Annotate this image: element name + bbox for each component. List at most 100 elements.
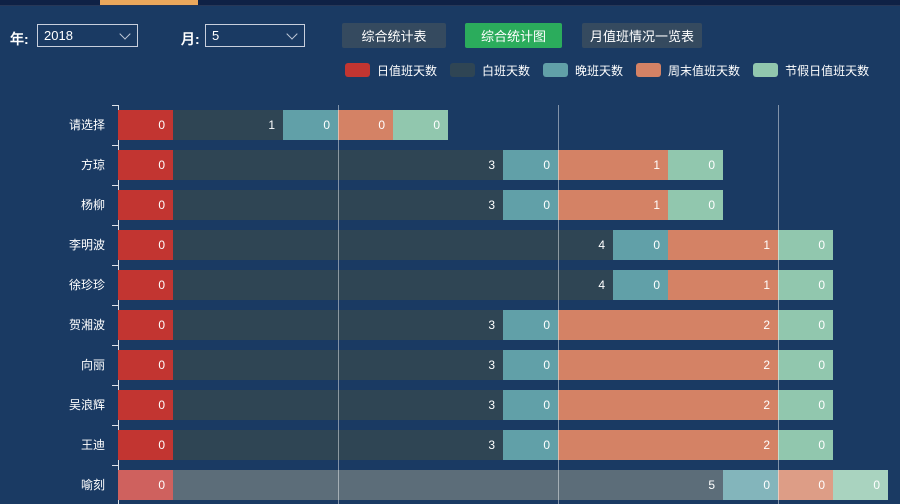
bar-segment[interactable]: 0	[503, 350, 558, 380]
bar-segment-value: 3	[488, 198, 495, 212]
bar-segment[interactable]: 0	[118, 350, 173, 380]
bar-segment[interactable]: 1	[558, 150, 668, 180]
bar-segment[interactable]: 0	[283, 110, 338, 140]
bar-segment[interactable]: 1	[668, 230, 778, 260]
bar-stack: 0 3 0 1 0	[118, 150, 723, 180]
bar-segment[interactable]: 0	[338, 110, 393, 140]
bar-segment-value: 0	[158, 318, 165, 332]
bar-stack: 0 3 0 1 0	[118, 190, 723, 220]
bar-segment-value: 0	[543, 398, 550, 412]
bar-segment[interactable]: 0	[778, 230, 833, 260]
bar-stack: 0 3 0 2 0	[118, 350, 833, 380]
bar-segment-value: 0	[763, 478, 770, 492]
bar-segment[interactable]: 0	[613, 230, 668, 260]
bar-segment[interactable]: 2	[558, 350, 778, 380]
chart-row: 方琼 0 3 0 1 0	[0, 150, 900, 180]
month-select-value: 5	[212, 28, 220, 43]
bar-segment[interactable]: 0	[118, 430, 173, 460]
bar-segment-value: 1	[653, 158, 660, 172]
bar-segment[interactable]: 0	[503, 190, 558, 220]
bar-segment[interactable]: 0	[833, 470, 888, 500]
category-label: 李明波	[68, 238, 105, 252]
bar-segment[interactable]: 0	[503, 150, 558, 180]
bar-segment-value: 4	[598, 238, 605, 252]
legend-item[interactable]: 晚班天数	[543, 62, 623, 79]
bar-segment[interactable]: 0	[393, 110, 448, 140]
category-label: 吴浪辉	[68, 398, 105, 412]
bar-segment[interactable]: 0	[118, 310, 173, 340]
chart-row: 请选择 0 1 0 0 0	[0, 110, 900, 140]
bar-segment-value: 1	[268, 118, 275, 132]
monthly-duty-overview-button[interactable]: 月值班情况一览表	[582, 23, 702, 48]
category-label: 王迪	[80, 438, 105, 452]
bar-segment-value: 0	[543, 358, 550, 372]
bar-segment[interactable]: 0	[668, 150, 723, 180]
category-label: 请选择	[68, 118, 105, 132]
bar-segment[interactable]: 0	[778, 310, 833, 340]
legend-item[interactable]: 白班天数	[450, 62, 530, 79]
chart-legend: 日值班天数 白班天数 晚班天数 周末值班天数 节假日值班天数	[345, 61, 882, 79]
legend-item[interactable]: 日值班天数	[345, 62, 437, 79]
bar-segment-value: 0	[818, 278, 825, 292]
chart-row: 向丽 0 3 0 2 0	[0, 350, 900, 380]
bar-segment[interactable]: 0	[118, 390, 173, 420]
bar-segment-value: 3	[488, 318, 495, 332]
bar-segment[interactable]: 0	[118, 230, 173, 260]
bar-segment-value: 0	[158, 398, 165, 412]
bar-segment-value: 2	[763, 438, 770, 452]
category-label: 徐珍珍	[68, 278, 105, 292]
bar-segment[interactable]: 0	[778, 470, 833, 500]
bar-segment[interactable]: 0	[118, 270, 173, 300]
bar-segment[interactable]: 0	[503, 430, 558, 460]
bar-segment-value: 3	[488, 438, 495, 452]
bar-segment[interactable]: 4	[173, 270, 613, 300]
bar-segment[interactable]: 3	[173, 190, 503, 220]
bar-segment[interactable]: 4	[173, 230, 613, 260]
bar-segment[interactable]: 0	[118, 110, 173, 140]
bar-segment[interactable]: 2	[558, 310, 778, 340]
bar-segment[interactable]: 0	[778, 390, 833, 420]
bar-segment-value: 0	[818, 438, 825, 452]
bar-segment-value: 1	[653, 198, 660, 212]
bar-segment[interactable]: 0	[778, 270, 833, 300]
chevron-down-icon	[286, 27, 298, 40]
bar-segment[interactable]: 5	[173, 470, 723, 500]
chevron-down-icon	[119, 27, 131, 40]
chart-row: 喻刻 0 5 0 0 0	[0, 470, 900, 500]
category-label: 杨柳	[80, 198, 105, 212]
bar-segment[interactable]: 0	[668, 190, 723, 220]
bar-segment[interactable]: 0	[118, 150, 173, 180]
year-label: 年:	[10, 31, 29, 47]
bar-segment[interactable]: 3	[173, 310, 503, 340]
bar-segment[interactable]: 1	[173, 110, 283, 140]
bar-segment[interactable]: 2	[558, 430, 778, 460]
bar-segment[interactable]: 3	[173, 430, 503, 460]
bar-segment[interactable]: 0	[503, 390, 558, 420]
bar-segment[interactable]: 3	[173, 350, 503, 380]
chart-row: 贺湘波 0 3 0 2 0	[0, 310, 900, 340]
bar-segment[interactable]: 0	[723, 470, 778, 500]
bar-segment-value: 1	[763, 278, 770, 292]
category-label: 喻刻	[80, 478, 105, 492]
stats-chart-button[interactable]: 综合统计图	[465, 23, 562, 48]
bar-segment[interactable]: 0	[503, 310, 558, 340]
legend-item[interactable]: 周末值班天数	[636, 62, 740, 79]
bar-segment[interactable]: 0	[118, 470, 173, 500]
bar-segment[interactable]: 0	[778, 430, 833, 460]
year-select-value: 2018	[44, 28, 73, 43]
bar-segment[interactable]: 3	[173, 390, 503, 420]
month-select[interactable]: 5	[205, 24, 305, 47]
bar-segment-value: 0	[818, 478, 825, 492]
bar-segment[interactable]: 2	[558, 390, 778, 420]
stats-table-button[interactable]: 综合统计表	[342, 23, 446, 48]
legend-item[interactable]: 节假日值班天数	[753, 62, 869, 79]
bar-segment[interactable]: 3	[173, 150, 503, 180]
bar-segment[interactable]: 0	[613, 270, 668, 300]
year-select[interactable]: 2018	[37, 24, 138, 47]
bar-segment-value: 0	[158, 358, 165, 372]
bar-segment-value: 3	[488, 398, 495, 412]
bar-segment[interactable]: 1	[668, 270, 778, 300]
bar-segment[interactable]: 0	[118, 190, 173, 220]
bar-segment[interactable]: 1	[558, 190, 668, 220]
bar-segment[interactable]: 0	[778, 350, 833, 380]
